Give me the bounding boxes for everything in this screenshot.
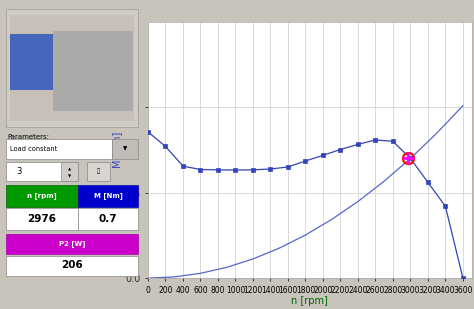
FancyBboxPatch shape [6, 9, 138, 127]
FancyBboxPatch shape [6, 185, 78, 207]
Y-axis label: M [Nm]: M [Nm] [112, 132, 122, 168]
Text: 🔒: 🔒 [96, 168, 100, 174]
Text: n [rpm]: n [rpm] [27, 193, 57, 199]
FancyBboxPatch shape [6, 162, 78, 181]
FancyBboxPatch shape [10, 15, 134, 121]
FancyBboxPatch shape [6, 234, 138, 254]
Text: Load constant: Load constant [10, 146, 57, 152]
Text: Parameters:: Parameters: [7, 134, 49, 140]
X-axis label: n [rpm]: n [rpm] [292, 296, 328, 306]
Text: 0.7: 0.7 [99, 214, 118, 224]
FancyBboxPatch shape [6, 139, 112, 159]
Text: ▼: ▼ [123, 146, 128, 151]
Text: 2976: 2976 [27, 214, 56, 224]
Text: ▼: ▼ [68, 174, 71, 178]
FancyBboxPatch shape [61, 162, 78, 181]
FancyBboxPatch shape [54, 31, 133, 111]
Text: 3: 3 [16, 167, 21, 176]
FancyBboxPatch shape [10, 34, 54, 90]
Text: ▲: ▲ [68, 167, 71, 171]
FancyBboxPatch shape [6, 208, 78, 230]
FancyBboxPatch shape [78, 208, 138, 230]
Text: P2 [W]: P2 [W] [59, 240, 85, 247]
FancyBboxPatch shape [112, 139, 138, 159]
Text: 206: 206 [61, 260, 83, 270]
Text: M [Nm]: M [Nm] [94, 193, 123, 199]
FancyBboxPatch shape [6, 256, 138, 276]
FancyBboxPatch shape [78, 185, 138, 207]
FancyBboxPatch shape [87, 162, 109, 181]
